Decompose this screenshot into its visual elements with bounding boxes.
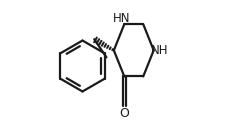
Text: O: O <box>119 107 129 120</box>
Text: HN: HN <box>113 12 131 25</box>
Text: NH: NH <box>151 44 168 57</box>
